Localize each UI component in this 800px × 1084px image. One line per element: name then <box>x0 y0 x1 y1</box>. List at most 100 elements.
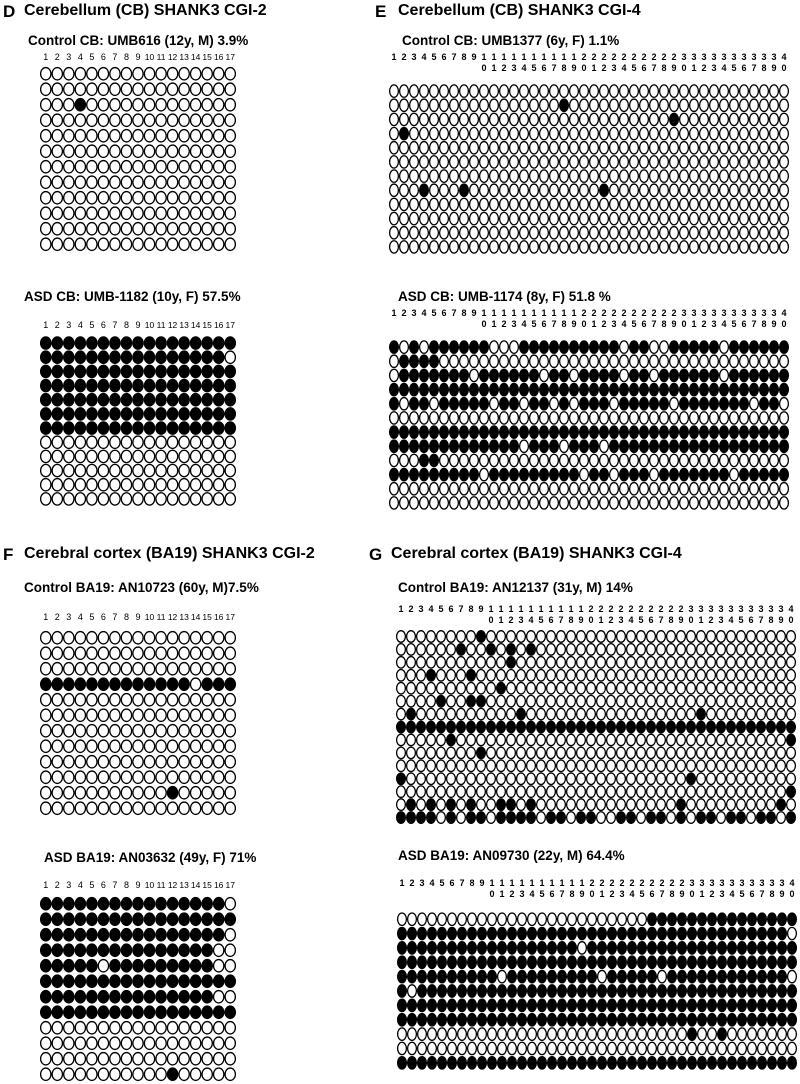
unmethylated-cpg <box>638 197 650 212</box>
cpg-position-label: 4 <box>421 52 427 62</box>
cpg-position-label: 2 <box>409 878 415 888</box>
methylated-cpg <box>726 926 738 941</box>
unmethylated-cpg <box>755 668 767 682</box>
methylated-cpg <box>516 941 528 955</box>
unmethylated-cpg <box>428 140 440 155</box>
methylated-cpg <box>748 467 760 482</box>
unmethylated-cpg <box>189 492 202 506</box>
unmethylated-cpg <box>535 811 547 824</box>
cpg-position-label: 1 <box>509 878 515 888</box>
unmethylated-cpg <box>665 759 677 773</box>
methylated-cpg <box>616 941 628 955</box>
unmethylated-cpg <box>86 785 98 800</box>
unmethylated-cpg <box>74 646 87 661</box>
unmethylated-cpg <box>548 197 560 212</box>
unmethylated-cpg <box>212 1036 225 1051</box>
methylated-cpg <box>596 1055 608 1070</box>
methylated-cpg <box>51 421 64 435</box>
unmethylated-cpg <box>224 113 237 128</box>
methylated-cpg <box>166 958 179 973</box>
methylated-cpg <box>486 1055 498 1070</box>
unmethylated-cpg <box>765 707 777 721</box>
unmethylated-cpg <box>705 733 717 747</box>
unmethylated-cpg <box>485 681 497 695</box>
unmethylated-cpg <box>695 759 707 773</box>
unmethylated-cpg <box>628 411 640 425</box>
unmethylated-cpg <box>498 481 510 496</box>
methylated-cpg <box>155 677 167 692</box>
unmethylated-cpg <box>120 463 133 478</box>
methylated-cpg <box>426 955 438 970</box>
methylated-cpg <box>212 336 225 350</box>
methylated-cpg <box>448 425 460 439</box>
unmethylated-cpg <box>575 785 587 799</box>
unmethylated-cpg <box>545 655 557 669</box>
unmethylated-cpg <box>638 126 650 141</box>
unmethylated-cpg <box>615 798 627 812</box>
cpg-position-label: 1 <box>538 604 544 614</box>
cpg-position-label: 2 <box>501 63 507 73</box>
unmethylated-cpg <box>755 772 767 786</box>
methylated-cpg <box>706 1012 718 1027</box>
unmethylated-cpg <box>708 197 720 212</box>
unmethylated-cpg <box>535 642 547 656</box>
methylated-cpg <box>695 811 707 824</box>
unmethylated-cpg <box>74 1051 87 1066</box>
unmethylated-cpg <box>685 681 697 695</box>
unmethylated-cpg <box>485 785 497 799</box>
cpg-position-label: 6 <box>441 52 447 62</box>
unmethylated-cpg <box>518 481 530 496</box>
cpg-position-label: 2 <box>668 604 674 614</box>
cpg-position-label: 2 <box>588 604 594 614</box>
cpg-position-label: 9 <box>578 615 584 625</box>
unmethylated-cpg <box>465 642 477 656</box>
unmethylated-cpg <box>675 707 687 721</box>
methylated-cpg <box>585 811 597 824</box>
unmethylated-cpg <box>438 155 450 169</box>
unmethylated-cpg <box>120 175 133 190</box>
unmethylated-cpg <box>63 144 75 159</box>
unmethylated-cpg <box>535 759 547 773</box>
methylated-cpg <box>74 989 87 1004</box>
methylated-cpg <box>63 336 75 350</box>
unmethylated-cpg <box>708 126 720 141</box>
unmethylated-cpg <box>63 723 75 738</box>
unmethylated-cpg <box>155 630 167 645</box>
cpg-position-label: 3 <box>66 612 72 622</box>
methylated-cpg <box>455 720 467 734</box>
methylated-cpg <box>528 425 540 439</box>
methylated-cpg <box>398 126 410 141</box>
cpg-position-label: 2 <box>609 889 615 899</box>
methylated-cpg <box>425 668 437 682</box>
unmethylated-cpg <box>120 754 133 769</box>
cpg-position-label: 7 <box>659 889 665 899</box>
unmethylated-cpg <box>728 354 740 369</box>
methylated-cpg <box>166 974 179 989</box>
unmethylated-cpg <box>748 169 760 183</box>
cpg-position-label: 5 <box>89 880 95 890</box>
unmethylated-cpg <box>212 739 225 754</box>
methylated-cpg <box>766 998 778 1013</box>
methylated-cpg <box>686 969 698 984</box>
methylated-cpg <box>143 1005 156 1020</box>
unmethylated-cpg <box>698 155 710 169</box>
methylated-cpg <box>201 378 213 393</box>
unmethylated-cpg <box>132 449 144 464</box>
unmethylated-cpg <box>132 221 144 236</box>
unmethylated-cpg <box>189 1051 202 1066</box>
methylated-cpg <box>626 1055 638 1070</box>
unmethylated-cpg <box>518 112 530 127</box>
panel-letter-g: G <box>369 545 383 564</box>
unmethylated-cpg <box>155 66 167 81</box>
unmethylated-cpg <box>625 694 637 708</box>
methylated-cpg <box>143 974 156 989</box>
methylated-cpg <box>109 958 121 973</box>
unmethylated-cpg <box>738 211 750 226</box>
unmethylated-cpg <box>608 354 620 369</box>
unmethylated-cpg <box>458 496 470 510</box>
unmethylated-cpg <box>155 754 167 769</box>
unmethylated-cpg <box>97 739 110 754</box>
unmethylated-cpg <box>575 798 587 812</box>
unmethylated-cpg <box>765 655 777 669</box>
unmethylated-cpg <box>545 642 557 656</box>
